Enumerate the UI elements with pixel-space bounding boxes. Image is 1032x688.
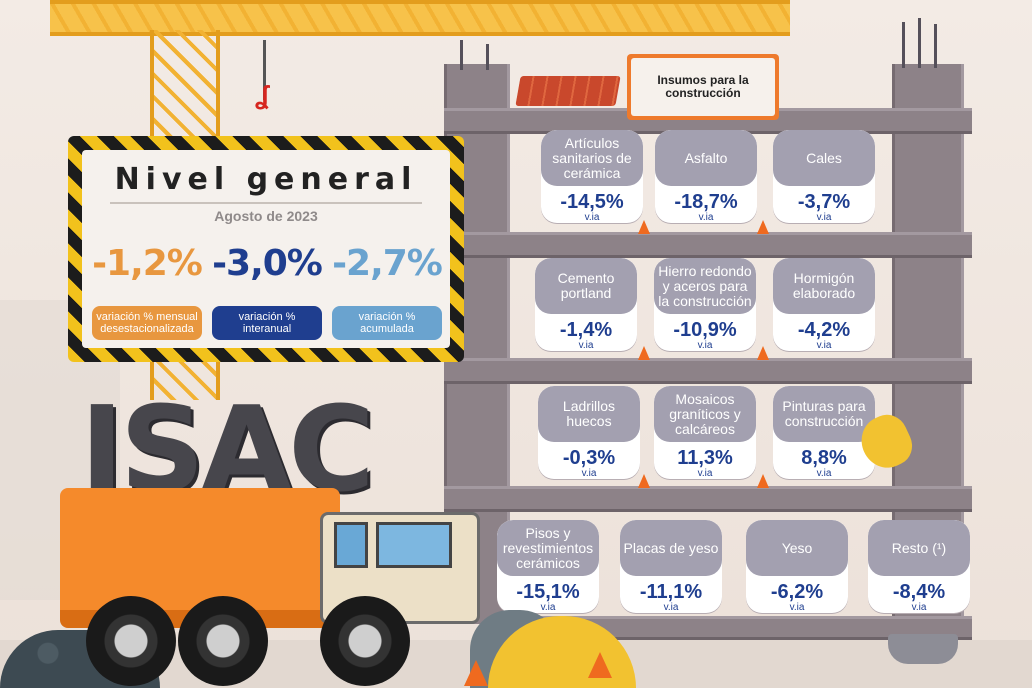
traffic-cone-icon bbox=[588, 652, 612, 678]
insumo-card: Artículos sanitarios de cerámica -14,5% … bbox=[541, 130, 643, 223]
metric-label: variación % acumulada bbox=[332, 306, 442, 340]
insumo-value: -6,2% bbox=[770, 581, 824, 603]
crane-arm bbox=[50, 0, 790, 36]
brick-pile-icon bbox=[515, 76, 621, 106]
metric-label: variación % interanual bbox=[212, 306, 322, 340]
insumo-unit: v.ia bbox=[816, 340, 832, 351]
insumo-unit: v.ia bbox=[911, 602, 927, 613]
insumo-unit: v.ia bbox=[578, 340, 594, 351]
rebar bbox=[918, 18, 921, 68]
insumo-value: 8,8% bbox=[801, 447, 847, 469]
insumo-value: -18,7% bbox=[674, 191, 738, 213]
insumo-card: Resto (¹) -8,4% v.ia bbox=[868, 520, 970, 613]
insumo-card: Placas de yeso -11,1% v.ia bbox=[620, 520, 722, 613]
insumo-name: Cemento portland bbox=[535, 258, 637, 314]
crane-tower bbox=[150, 30, 220, 140]
divider bbox=[110, 202, 422, 204]
traffic-cone-icon bbox=[638, 346, 650, 360]
crane-cable bbox=[263, 40, 266, 100]
rebar bbox=[460, 40, 463, 70]
insumo-card: Hormigón elaborado -4,2% v.ia bbox=[773, 258, 875, 351]
insumo-unit: v.ia bbox=[697, 468, 713, 479]
insumo-name: Cales bbox=[773, 130, 875, 186]
insumo-unit: v.ia bbox=[697, 340, 713, 351]
insumo-card: Hierro redondo y aceros para la construc… bbox=[654, 258, 756, 351]
insumo-card: Pisos y revestimientos cerámicos -15,1% … bbox=[497, 520, 599, 613]
insumo-card: Yeso -6,2% v.ia bbox=[746, 520, 848, 613]
insumo-unit: v.ia bbox=[816, 468, 832, 479]
insumo-name: Ladrillos huecos bbox=[538, 386, 640, 442]
crane-tower-lower bbox=[150, 355, 220, 400]
insumo-name: Asfalto bbox=[655, 130, 757, 186]
insumo-value: 11,3% bbox=[677, 447, 733, 469]
traffic-cone-icon bbox=[638, 220, 650, 234]
insumo-value: -0,3% bbox=[562, 447, 616, 469]
insumo-card: Asfalto -18,7% v.ia bbox=[655, 130, 757, 223]
insumo-name: Mosaicos graníticos y calcáreos bbox=[654, 386, 756, 442]
traffic-cone-icon bbox=[757, 474, 769, 488]
insumo-card: Mosaicos graníticos y calcáreos 11,3% v.… bbox=[654, 386, 756, 479]
insumos-sign: Insumos para la construcción bbox=[627, 54, 779, 120]
insumo-name: Pinturas para construcción bbox=[773, 386, 875, 442]
metric-mensual: -1,2% variación % mensual desestacionali… bbox=[92, 240, 203, 340]
insumo-card: Cemento portland -1,4% v.ia bbox=[535, 258, 637, 351]
insumo-unit: v.ia bbox=[584, 212, 600, 223]
rebar bbox=[486, 44, 489, 70]
insumo-name: Resto (¹) bbox=[868, 520, 970, 576]
truck-windshield bbox=[376, 522, 452, 568]
building-beam bbox=[444, 358, 972, 384]
insumo-unit: v.ia bbox=[698, 212, 714, 223]
metric-label: variación % mensual desestacionalizada bbox=[92, 306, 202, 340]
insumo-unit: v.ia bbox=[816, 212, 832, 223]
insumo-value: -14,5% bbox=[560, 191, 624, 213]
rebar bbox=[902, 22, 905, 68]
insumo-value: -3,7% bbox=[797, 191, 851, 213]
insumo-value: -4,2% bbox=[797, 319, 851, 341]
insumo-value: -15,1% bbox=[516, 581, 580, 603]
insumo-name: Placas de yeso bbox=[620, 520, 722, 576]
truck-wheel-icon bbox=[86, 596, 176, 686]
metric-interanual: -3,0% variación % interanual bbox=[212, 240, 323, 340]
traffic-cone-icon bbox=[638, 474, 650, 488]
truck-window bbox=[334, 522, 368, 568]
building-beam bbox=[444, 486, 972, 512]
board-panel: Nivel general Agosto de 2023 -1,2% varia… bbox=[82, 150, 450, 348]
metric-value: -1,2% bbox=[92, 243, 203, 284]
traffic-cone-icon bbox=[757, 220, 769, 234]
board-date: Agosto de 2023 bbox=[214, 208, 318, 224]
insumo-unit: v.ia bbox=[663, 602, 679, 613]
insumo-value: -11,1% bbox=[639, 581, 703, 603]
insumo-name: Pisos y revestimientos cerámicos bbox=[497, 520, 599, 576]
rebar bbox=[934, 24, 937, 68]
nivel-general-board: Nivel general Agosto de 2023 -1,2% varia… bbox=[68, 136, 464, 362]
metric-value: -2,7% bbox=[332, 243, 443, 284]
board-title: Nivel general bbox=[114, 162, 418, 197]
traffic-cone-icon bbox=[464, 660, 488, 686]
insumo-card: Cales -3,7% v.ia bbox=[773, 130, 875, 223]
traffic-cone-icon bbox=[757, 346, 769, 360]
metric-acumulada: -2,7% variación % acumulada bbox=[332, 240, 443, 340]
insumo-card: Pinturas para construcción 8,8% v.ia bbox=[773, 386, 875, 479]
insumo-unit: v.ia bbox=[581, 468, 597, 479]
crane-hook-icon: ʆ bbox=[255, 80, 270, 110]
truck-wheel-icon bbox=[320, 596, 410, 686]
insumo-unit: v.ia bbox=[789, 602, 805, 613]
insumo-value: -8,4% bbox=[892, 581, 946, 603]
metric-value: -3,0% bbox=[212, 243, 323, 284]
insumo-name: Yeso bbox=[746, 520, 848, 576]
insumo-name: Hierro redondo y aceros para la construc… bbox=[654, 258, 756, 314]
insumos-title: Insumos para la construcción bbox=[631, 58, 775, 116]
wheelbarrow-icon bbox=[888, 634, 958, 664]
building-beam bbox=[444, 232, 972, 258]
insumo-value: -10,9% bbox=[673, 319, 737, 341]
insumo-card: Ladrillos huecos -0,3% v.ia bbox=[538, 386, 640, 479]
insumo-name: Hormigón elaborado bbox=[773, 258, 875, 314]
insumo-value: -1,4% bbox=[559, 319, 613, 341]
insumo-name: Artículos sanitarios de cerámica bbox=[541, 130, 643, 186]
truck-wheel-icon bbox=[178, 596, 268, 686]
insumo-unit: v.ia bbox=[540, 602, 556, 613]
